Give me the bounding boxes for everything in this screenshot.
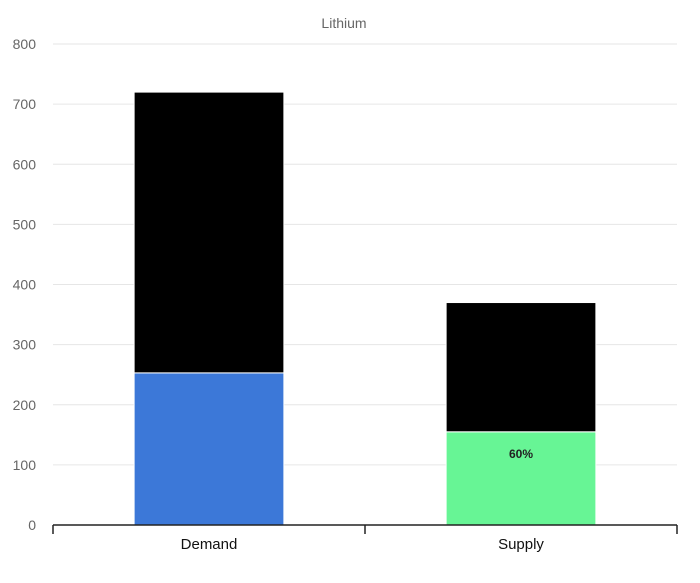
y-tick-label: 200 [13, 397, 37, 413]
y-tick-label: 700 [13, 96, 37, 112]
data-label: 60% [509, 447, 533, 461]
bars [133, 91, 597, 526]
data-labels: 60% [509, 447, 533, 461]
bar-segment-supply-0 [445, 431, 597, 526]
y-tick-label: 300 [13, 337, 37, 353]
bar-segment-demand-1 [133, 91, 285, 374]
y-tick-label: 800 [13, 36, 37, 52]
y-tick-label: 600 [13, 156, 37, 172]
y-axis-tick-labels: 0 100 200 300 400 500 600 700 800 [13, 36, 37, 533]
y-tick-label: 100 [13, 457, 37, 473]
x-category-label: Demand [181, 536, 238, 553]
x-axis: Demand Supply [52, 524, 678, 553]
x-category-label: Supply [498, 536, 544, 553]
y-tick-label: 0 [28, 517, 36, 533]
y-tick-label: 400 [13, 277, 37, 293]
chart-title: Lithium [321, 15, 366, 31]
bar-segment-supply-1 [445, 302, 597, 433]
bar-segment-demand-0 [133, 372, 285, 526]
y-tick-label: 500 [13, 216, 37, 232]
